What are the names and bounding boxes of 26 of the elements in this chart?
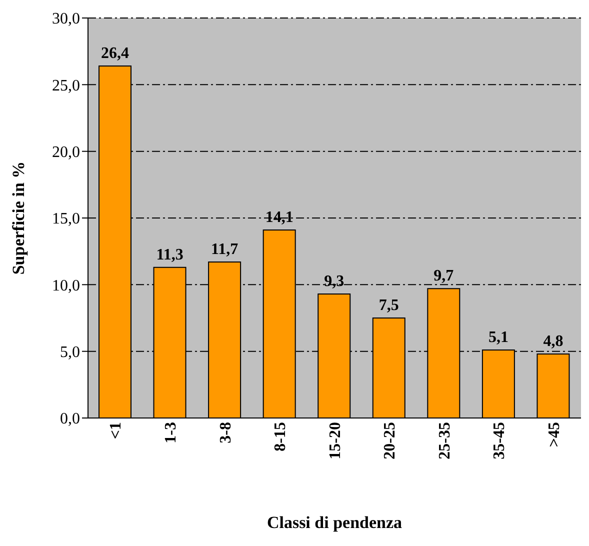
x-tick-label: 35-45 xyxy=(491,422,508,460)
data-label: 11,7 xyxy=(210,241,238,258)
x-tick-label: 20-25 xyxy=(382,422,399,460)
x-tick-label: 25-35 xyxy=(436,422,454,460)
x-tick-label: 15-20 xyxy=(326,422,344,460)
data-label: 4,8 xyxy=(543,333,564,350)
data-label: 7,5 xyxy=(378,297,399,314)
x-tick-label: <1 xyxy=(108,422,125,440)
y-tick-label: 25,0 xyxy=(52,77,80,94)
y-tick-label: 5,0 xyxy=(60,344,80,362)
y-tick-label: 15,0 xyxy=(52,210,80,228)
x-tick-label: 8-15 xyxy=(272,422,290,452)
data-label: 11,3 xyxy=(156,246,184,264)
y-tick-label: 30,0 xyxy=(52,10,80,28)
x-tick-label: >45 xyxy=(546,422,563,448)
data-label: 9,7 xyxy=(434,268,454,285)
y-tick-label: 20,0 xyxy=(52,144,80,162)
y-tick-label: 10,0 xyxy=(52,277,80,294)
x-tick-label: 1-3 xyxy=(162,422,180,444)
data-label: 5,1 xyxy=(488,329,508,346)
data-label: 9,3 xyxy=(324,273,344,290)
x-axis-title: Classi di pendenza xyxy=(266,513,403,532)
data-label: 26,4 xyxy=(101,45,129,62)
x-tick-label: 3-8 xyxy=(217,422,234,444)
y-tick-label: 0,0 xyxy=(60,410,80,428)
y-axis-title: Superficie in % xyxy=(9,161,28,275)
